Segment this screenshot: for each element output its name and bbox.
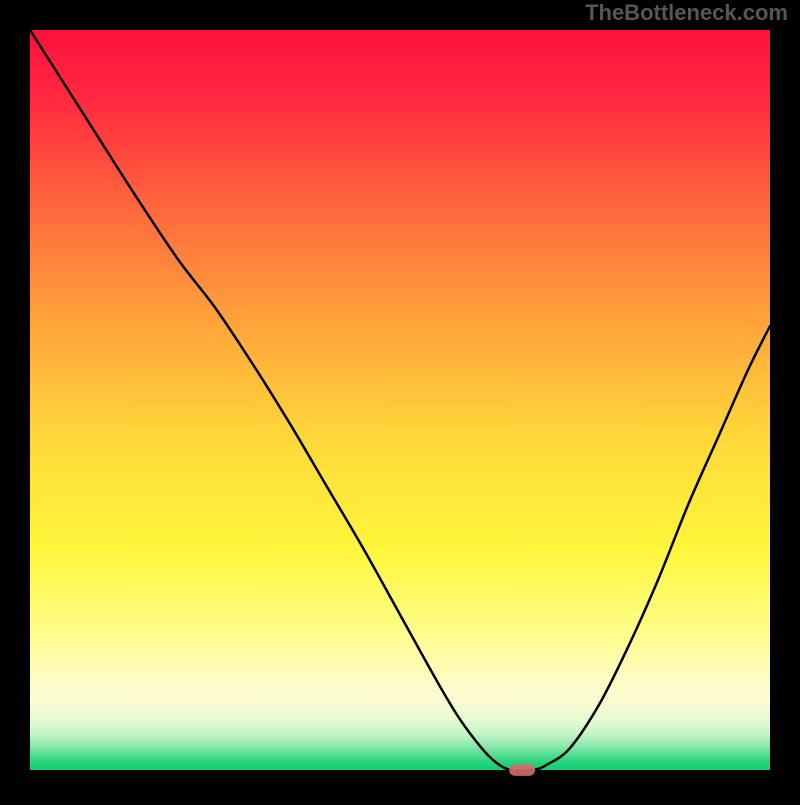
bottleneck-chart <box>0 0 800 800</box>
chart-svg <box>0 0 800 800</box>
watermark-text: TheBottleneck.com <box>585 0 788 26</box>
gradient-plot-area <box>30 30 770 770</box>
optimal-marker <box>509 764 535 776</box>
